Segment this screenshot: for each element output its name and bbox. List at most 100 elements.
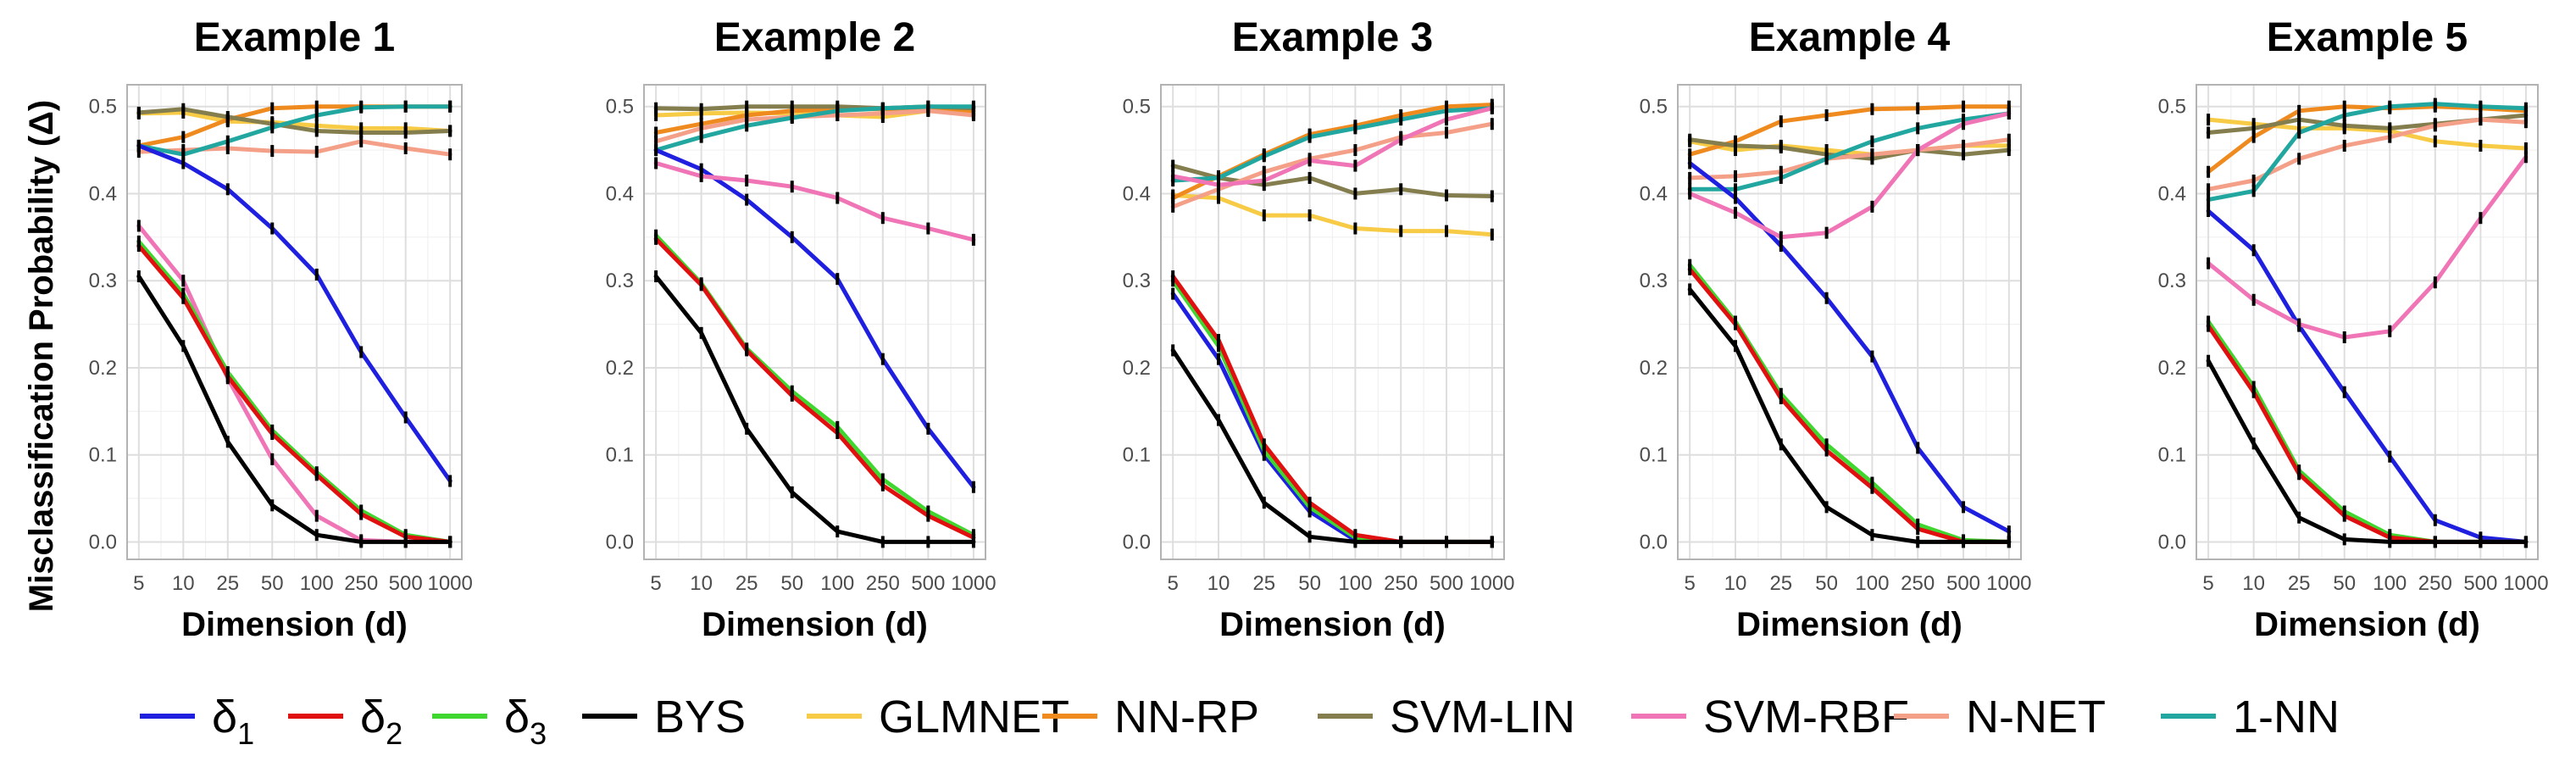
- x-tick-label: 500: [1946, 572, 1980, 595]
- y-tick-label: 0.0: [1123, 531, 1151, 553]
- series-line-δ2: [1687, 267, 2012, 544]
- legend-label: SVM-LIN: [1390, 692, 1575, 742]
- x-tick-label: 25: [1252, 572, 1275, 595]
- x-tick-label: 10: [1208, 572, 1230, 595]
- series-line-N-NET: [1170, 121, 1495, 209]
- y-tick-label: 0.1: [89, 444, 117, 467]
- legend-label: 1-NN: [2233, 692, 2340, 742]
- y-tick-label: 0.0: [606, 531, 634, 553]
- series-line-BYS: [136, 274, 452, 544]
- x-tick-label: 25: [1769, 572, 1792, 595]
- panel-border: [1160, 84, 1505, 560]
- legend-subscript: 3: [530, 716, 547, 751]
- series-line-N-NET: [1687, 137, 2012, 181]
- x-axis-title: Dimension (d): [1736, 606, 1963, 643]
- y-tick-label: 0.2: [89, 357, 117, 380]
- y-axis-title: Misclassification Probability (Δ): [23, 100, 60, 612]
- legend-subscript: 1: [237, 716, 254, 751]
- x-tick-label: 10: [1724, 572, 1747, 595]
- x-axis-title: Dimension (d): [181, 606, 408, 643]
- panel-border: [126, 84, 463, 560]
- legend-item: GLMNET: [807, 692, 1069, 742]
- y-tick-label: 0.5: [2158, 96, 2186, 119]
- x-tick-label: 5: [1167, 572, 1178, 595]
- series-line-1-NN: [653, 104, 976, 153]
- x-tick-label: 25: [736, 572, 758, 595]
- x-tick-label: 10: [172, 572, 195, 595]
- y-tick-label: 0.5: [1640, 96, 1668, 119]
- legend-item: BYS: [582, 692, 746, 742]
- y-tick-label: 0.4: [1640, 182, 1668, 205]
- legend-label: δ2: [360, 692, 402, 751]
- x-tick-label: 100: [1855, 572, 1889, 595]
- panel-title: Example 4: [1749, 15, 1951, 60]
- y-tick-label: 0.4: [606, 182, 634, 205]
- legend-label: GLMNET: [879, 692, 1069, 742]
- legend-label: BYS: [654, 692, 746, 742]
- y-tick-label: 0.5: [606, 96, 634, 119]
- series-line-SVM-LIN: [1170, 164, 1495, 198]
- y-tick-label: 0.2: [1123, 357, 1151, 380]
- y-tick-label: 0.3: [2158, 270, 2186, 292]
- x-tick-label: 25: [216, 572, 239, 595]
- x-tick-label: 1000: [2503, 572, 2548, 595]
- panel-3: 0.0 0.1 0.2 0.3 0.4 0.5 5 10 25 50 100 250 500 1000 Ex…: [1123, 15, 1515, 643]
- x-tick-label: 250: [2418, 572, 2452, 595]
- series-line-δ2: [136, 243, 452, 544]
- x-tick-label: 5: [2202, 572, 2213, 595]
- x-axis-title: Dimension (d): [702, 606, 928, 643]
- series-line-GLMNET: [1170, 193, 1495, 237]
- x-tick-label: 5: [1684, 572, 1695, 595]
- x-tick-label: 250: [344, 572, 378, 595]
- x-tick-label: 1000: [1469, 572, 1514, 595]
- x-tick-label: 50: [780, 572, 803, 595]
- legend-label: N-NET: [1966, 692, 2106, 742]
- legend-label: SVM-RBF: [1703, 692, 1909, 742]
- panel-border: [2196, 84, 2539, 560]
- y-tick-label: 0.0: [89, 531, 117, 553]
- y-tick-label: 0.2: [1640, 357, 1668, 380]
- series-line-BYS: [1170, 347, 1495, 544]
- x-tick-label: 100: [2373, 572, 2407, 595]
- panel-5: 0.0 0.1 0.2 0.3 0.4 0.5 5 10 25 50 100 250 500 1000 Ex…: [2158, 15, 2549, 643]
- legend-item: δ2: [288, 692, 402, 751]
- x-tick-label: 1000: [951, 572, 996, 595]
- series-line-SVM-RBF: [653, 161, 976, 242]
- x-tick-label: 500: [1430, 572, 1463, 595]
- y-tick-label: 0.1: [606, 444, 634, 467]
- x-tick-label: 1000: [427, 572, 472, 595]
- series-line-BYS: [2206, 358, 2529, 544]
- series-line-BYS: [1687, 287, 2012, 544]
- series-line-N-NET: [2206, 117, 2529, 192]
- x-tick-label: 100: [300, 572, 334, 595]
- series-line-1-NN: [1170, 106, 1495, 183]
- series-line-δ2: [653, 236, 976, 540]
- x-tick-label: 250: [866, 572, 900, 595]
- y-tick-label: 0.3: [1123, 270, 1151, 292]
- series-line-δ1: [653, 147, 976, 490]
- legend-item: 1-NN: [2161, 692, 2340, 742]
- y-tick-label: 0.4: [89, 182, 117, 205]
- series-line-NN-RP: [653, 107, 976, 135]
- series-line-SVM-RBF: [1687, 111, 2012, 240]
- y-tick-label: 0.1: [2158, 444, 2186, 467]
- panel-2: 0.0 0.1 0.2 0.3 0.4 0.5 5 10 25 50 100 250 500 1000 Ex…: [606, 15, 997, 643]
- panel-title: Example 2: [714, 15, 915, 60]
- y-tick-label: 0.3: [606, 270, 634, 292]
- legend-label: NN-RP: [1114, 692, 1259, 742]
- x-tick-label: 100: [1338, 572, 1372, 595]
- series-line-SVM-LIN: [136, 107, 452, 135]
- legend-label: δ1: [212, 692, 254, 751]
- y-tick-label: 0.1: [1123, 444, 1151, 467]
- y-tick-label: 0.1: [1640, 444, 1668, 467]
- x-tick-label: 50: [1298, 572, 1321, 595]
- x-tick-label: 250: [1901, 572, 1935, 595]
- series-line-δ1: [2206, 208, 2529, 544]
- x-tick-label: 50: [1815, 572, 1838, 595]
- series-line-1-NN: [1687, 111, 2012, 192]
- legend-item: δ3: [432, 692, 547, 751]
- y-tick-label: 0.5: [1123, 96, 1151, 119]
- series-line-GLMNET: [136, 110, 452, 133]
- series-line-1-NN: [136, 104, 452, 157]
- legend-item: SVM-LIN: [1318, 692, 1575, 742]
